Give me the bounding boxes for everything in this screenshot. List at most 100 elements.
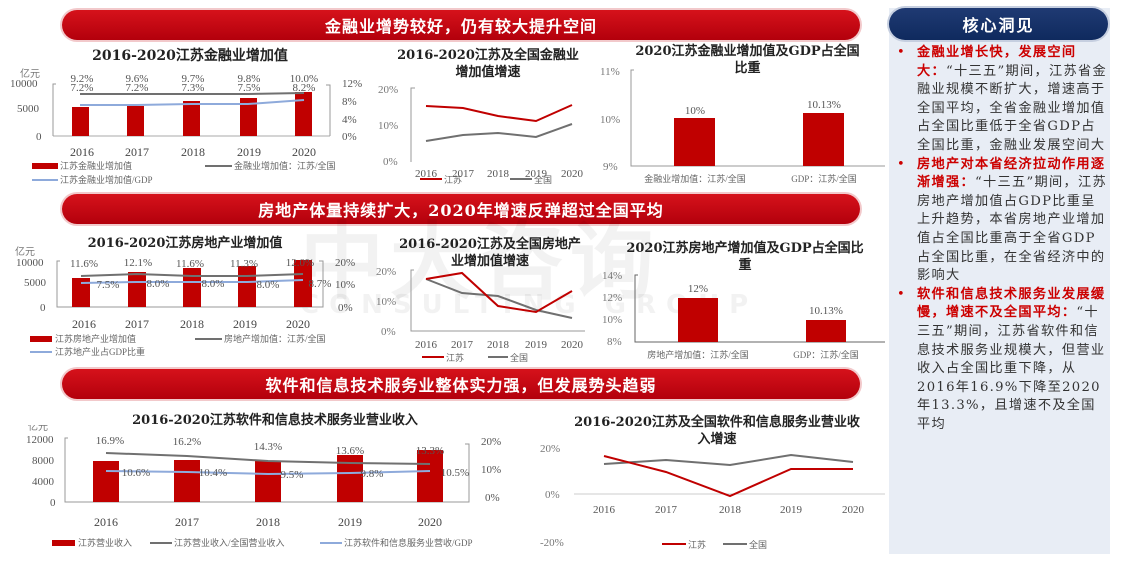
svg-text:2017: 2017 (125, 317, 149, 331)
svg-text:2018: 2018 (181, 145, 205, 159)
svg-text:14%: 14% (602, 270, 622, 282)
chart-title: 2016-2020江苏及全国房地产业增加值增速 (399, 237, 581, 269)
y-tick: 5000 (17, 103, 40, 115)
chart-realestate-growth: 20% 10% 0% 2016 2017 2018 2019 2020 江苏 全国 (376, 266, 585, 363)
y2-tick: 12% (342, 78, 362, 90)
svg-text:20%: 20% (335, 257, 355, 269)
svg-text:2017: 2017 (451, 339, 474, 351)
svg-text:2020: 2020 (292, 145, 316, 159)
svg-text:14.3%: 14.3% (254, 441, 282, 453)
svg-text:2016: 2016 (415, 339, 438, 351)
svg-text:江苏地产业占GDP比重: 江苏地产业占GDP比重 (55, 346, 145, 357)
bullet-icon: • (897, 45, 906, 60)
svg-text:11.6%: 11.6% (70, 258, 98, 270)
svg-text:11.6%: 11.6% (176, 258, 204, 270)
svg-text:金融业增加值：江苏/全国: 金融业增加值：江苏/全国 (644, 173, 746, 184)
svg-text:9%: 9% (603, 161, 618, 173)
svg-text:2018: 2018 (487, 168, 510, 180)
svg-text:2017: 2017 (125, 145, 149, 159)
svg-text:2016: 2016 (415, 168, 438, 180)
svg-text:10.13%: 10.13% (807, 99, 841, 111)
insight-item: • 金融业增长快，发展空间大：“十三五”期间，江苏省金融业规模不断扩大，增速高于… (895, 44, 1107, 156)
svg-text:2016: 2016 (72, 317, 96, 331)
svg-text:8.0%: 8.0% (257, 279, 280, 291)
chart-title: 2016-2020江苏房地产业增加值 (87, 236, 283, 251)
y2-tick: 4% (342, 114, 357, 126)
insight-item: • 房地产对本省经济拉动作用逐渐增强：“十三五”期间，江苏房地产增加值占GDP比… (895, 156, 1107, 286)
svg-text:12.1%: 12.1% (124, 257, 152, 269)
legend: 江苏房地产业增加值 房地产增加值：江苏/全国 江苏地产业占GDP比重 (30, 333, 326, 357)
svg-text:7.3%: 7.3% (182, 82, 205, 94)
svg-text:4000: 4000 (32, 476, 55, 488)
legend: 江苏金融业增加值 金融业增加值：江苏/全国 江苏金融业增加值/GDP (32, 160, 336, 185)
chart-realestate-share: 14% 12% 10% 8% 12% 10.13% 房地产增加值：江苏/全国 GDP：江苏… (602, 270, 885, 360)
svg-text:江苏: 江苏 (688, 539, 706, 550)
insights-panel-title: 核心洞见 (889, 8, 1108, 40)
svg-text:江苏金融业增加值: 江苏金融业增加值 (60, 160, 132, 171)
svg-text:7.2%: 7.2% (71, 82, 94, 94)
insights-list: • 金融业增长快，发展空间大：“十三五”期间，江苏省金融业规模不断扩大，增速高于… (895, 44, 1107, 434)
svg-text:12%: 12% (602, 292, 622, 304)
svg-text:0%: 0% (338, 302, 353, 314)
svg-text:10.4%: 10.4% (199, 467, 227, 479)
chart-title: 2016-2020江苏软件和信息技术服务业营业收入 (132, 413, 418, 428)
legend-finance-growth: 江苏 全国 (420, 174, 552, 185)
svg-text:8%: 8% (607, 336, 622, 348)
insight-item: • 软件和信息技术服务业发展缓慢，增速不及全国平均：“十三五”期间，江苏省软件和… (895, 286, 1107, 435)
svg-text:2017: 2017 (175, 515, 199, 529)
svg-text:2017: 2017 (655, 504, 678, 516)
chart-finance-growth: 20% 10% 0% 2016 2017 2018 2019 2020 (378, 84, 584, 180)
chart-software-growth: 20% 0% -20% 2016 2017 2018 2019 2020 江苏 全国 (540, 443, 885, 550)
chart-title: 2020江苏金融业增加值及GDP占全国比重 (635, 44, 860, 76)
svg-text:9.2%: 9.2% (71, 73, 94, 85)
svg-text:房地产增加值：江苏/全国: 房地产增加值：江苏/全国 (224, 333, 326, 344)
svg-text:2019: 2019 (338, 515, 362, 529)
svg-text:10000: 10000 (16, 257, 44, 269)
svg-text:12000: 12000 (26, 434, 54, 446)
svg-text:10%: 10% (685, 105, 705, 117)
svg-text:2019: 2019 (237, 145, 261, 159)
svg-text:全国: 全国 (534, 174, 552, 185)
svg-text:江苏营业收入: 江苏营业收入 (78, 537, 132, 548)
chart-title: 2016-2020江苏及全国金融业增加值增速 (397, 48, 579, 80)
svg-text:12%: 12% (688, 283, 708, 295)
svg-text:2017: 2017 (452, 168, 475, 180)
chart-realestate-value: 亿元 10000 5000 0 20% 10% 0% 11.6% 12.1% 11.6% 11… (15, 245, 355, 357)
svg-text:金融业增加值：江苏/全国: 金融业增加值：江苏/全国 (234, 160, 336, 171)
svg-text:江苏金融业增加值/GDP: 江苏金融业增加值/GDP (60, 174, 153, 185)
svg-text:20%: 20% (481, 436, 501, 448)
svg-text:8.7%: 8.7% (309, 278, 332, 290)
banner-title: 房地产体量持续扩大，2020年增速反弹超过全国平均 (258, 201, 664, 220)
insight-body: “十三五”期间，江苏省软件和信息技术服务业规模大，但营业收入占全国比重下降，从2… (917, 305, 1106, 432)
chart-finance-value: 亿元 10000 5000 0 12% 8% 4% 0% 9.2% 9.6% 9.7… (10, 67, 362, 185)
svg-text:亿元: 亿元 (15, 245, 35, 258)
svg-text:9.5%: 9.5% (281, 469, 304, 481)
svg-text:2016: 2016 (70, 145, 94, 159)
svg-text:20%: 20% (540, 443, 560, 455)
svg-text:2018: 2018 (719, 504, 742, 516)
y-tick: 0 (36, 131, 42, 143)
svg-text:5000: 5000 (24, 277, 47, 289)
svg-text:0%: 0% (383, 156, 398, 168)
svg-text:0%: 0% (545, 489, 560, 501)
svg-text:13.6%: 13.6% (336, 445, 364, 457)
svg-text:2020: 2020 (286, 317, 310, 331)
insight-body: “十三五”期间，江苏省金融业规模不断扩大，增速高于全国平均，全省金融业增加值占全… (917, 63, 1107, 153)
svg-text:2019: 2019 (525, 339, 548, 351)
svg-text:7.5%: 7.5% (238, 82, 261, 94)
svg-text:2016: 2016 (94, 515, 118, 529)
svg-text:0: 0 (50, 497, 56, 509)
svg-text:8.0%: 8.0% (202, 278, 225, 290)
svg-text:9.7%: 9.7% (182, 73, 205, 85)
svg-text:GDP：江苏/全国: GDP：江苏/全国 (793, 349, 859, 360)
svg-text:房地产增加值：江苏/全国: 房地产增加值：江苏/全国 (647, 349, 749, 360)
svg-text:16.2%: 16.2% (173, 436, 201, 448)
y2-tick: 8% (342, 96, 357, 108)
svg-text:江苏软件和信息服务业营收/GDP: 江苏软件和信息服务业营收/GDP (344, 537, 473, 548)
svg-text:13.3%: 13.3% (416, 445, 444, 457)
svg-text:江苏营业收入/全国营业收入: 江苏营业收入/全国营业收入 (174, 537, 285, 548)
y-tick: 10000 (10, 78, 38, 90)
svg-text:江苏: 江苏 (446, 352, 464, 363)
svg-text:9.6%: 9.6% (126, 73, 149, 85)
legend: 江苏营业收入 江苏营业收入/全国营业收入 江苏软件和信息服务业营收/GDP (52, 537, 473, 548)
